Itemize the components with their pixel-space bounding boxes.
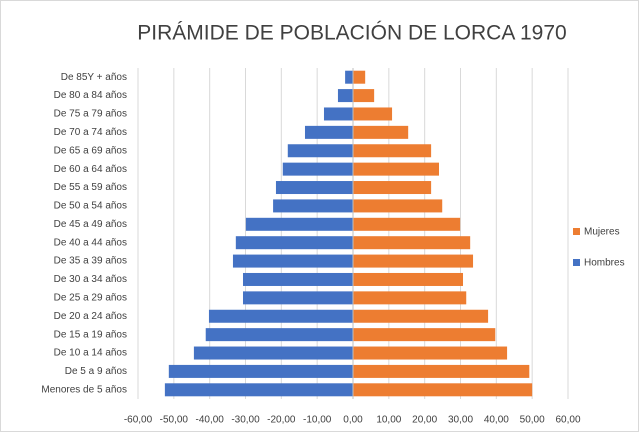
legend-label: Hombres — [584, 258, 625, 269]
bar — [353, 199, 443, 213]
x-tick-label: -40,00 — [195, 415, 224, 426]
bar — [353, 291, 467, 305]
chart-title: PIRÁMIDE DE POBLACIÓN DE LORCA 1970 — [137, 22, 566, 45]
bar — [164, 383, 353, 397]
bar — [353, 162, 439, 176]
y-tick-label: De 50 a 54 años — [54, 201, 127, 212]
x-tick-label: 20,00 — [412, 415, 437, 426]
legend-swatch — [573, 228, 580, 235]
y-tick-label: De 55 a 59 años — [54, 182, 127, 193]
legend-label: Mujeres — [584, 227, 620, 238]
bar — [353, 309, 489, 323]
x-tick-label: 40,00 — [484, 415, 509, 426]
y-tick-label: De 20 a 24 años — [54, 311, 127, 322]
bar — [353, 254, 474, 268]
bar — [353, 125, 409, 139]
x-tick-label: 50,00 — [520, 415, 545, 426]
y-tick-label: De 40 a 44 años — [54, 237, 127, 248]
bar — [353, 364, 530, 378]
x-tick-label: 0,00 — [343, 415, 363, 426]
bar — [353, 236, 471, 250]
bar — [287, 144, 353, 158]
y-tick-label: De 70 a 74 años — [54, 127, 127, 138]
y-tick-label: De 65 a 69 años — [54, 145, 127, 156]
x-tick-label: -20,00 — [267, 415, 296, 426]
bar — [193, 346, 353, 360]
y-tick-label: De 75 a 79 años — [54, 109, 127, 120]
y-tick-label: De 85Y + años — [61, 72, 127, 83]
x-tick-label: -50,00 — [160, 415, 189, 426]
bar — [353, 70, 366, 84]
bar — [353, 144, 432, 158]
x-tick-label: 30,00 — [448, 415, 473, 426]
y-tick-label: Menores de 5 años — [41, 384, 127, 395]
y-tick-label: De 5 a 9 años — [65, 366, 127, 377]
y-tick-label: De 35 a 39 años — [54, 256, 127, 267]
bar — [353, 383, 533, 397]
bar — [242, 272, 353, 286]
bar — [353, 181, 432, 195]
bar — [282, 162, 353, 176]
bar — [323, 107, 353, 121]
bar — [353, 346, 508, 360]
bar — [353, 217, 461, 231]
bar — [304, 125, 353, 139]
bar — [275, 181, 353, 195]
bar — [353, 272, 464, 286]
x-tick-label: -10,00 — [303, 415, 332, 426]
x-tick-label: 60,00 — [555, 415, 580, 426]
y-tick-label: De 60 a 64 años — [54, 164, 127, 175]
bar — [353, 107, 393, 121]
bar — [245, 217, 353, 231]
x-tick-label: -30,00 — [231, 415, 260, 426]
bar — [242, 291, 353, 305]
y-tick-label: De 15 a 19 años — [54, 329, 127, 340]
x-tick-label: 10,00 — [376, 415, 401, 426]
bar — [353, 89, 375, 103]
x-tick-label: -60,00 — [124, 415, 153, 426]
y-tick-label: De 25 a 29 años — [54, 293, 127, 304]
bar — [208, 309, 353, 323]
bar — [345, 70, 353, 84]
bar — [353, 328, 496, 342]
bar — [168, 364, 353, 378]
y-tick-label: De 45 a 49 años — [54, 219, 127, 230]
y-tick-label: De 30 a 34 años — [54, 274, 127, 285]
bar — [337, 89, 353, 103]
bar — [232, 254, 353, 268]
bar — [235, 236, 353, 250]
bar — [273, 199, 353, 213]
legend-swatch — [573, 259, 580, 266]
bar — [205, 328, 353, 342]
y-tick-label: De 80 a 84 años — [54, 90, 127, 101]
y-tick-label: De 10 a 14 años — [54, 348, 127, 359]
